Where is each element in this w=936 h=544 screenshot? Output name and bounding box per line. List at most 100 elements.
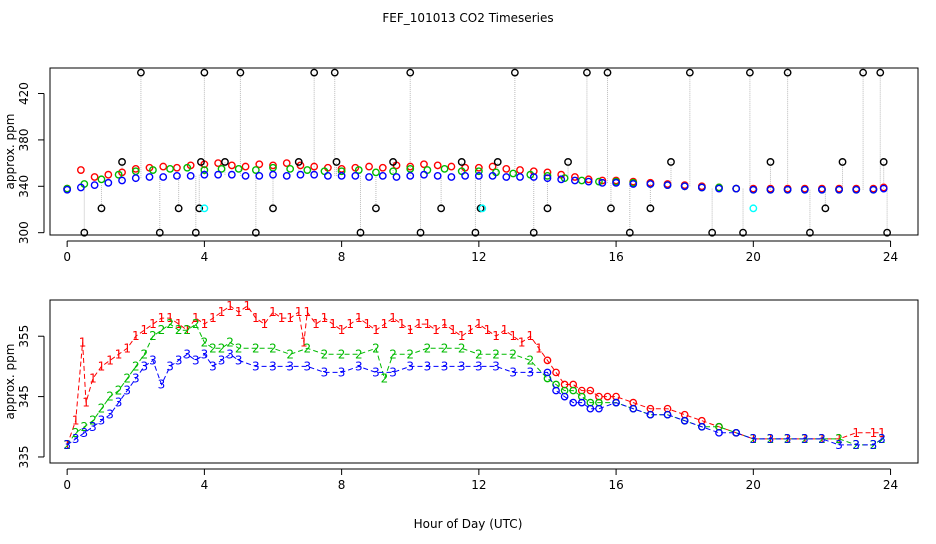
data-point bbox=[629, 180, 638, 188]
data-point bbox=[883, 228, 892, 237]
point-label: 3 bbox=[226, 347, 234, 361]
point-label: 1 bbox=[252, 311, 260, 325]
data-point bbox=[354, 166, 363, 174]
point-label: 3 bbox=[192, 353, 200, 367]
data-point bbox=[294, 158, 303, 166]
data-point bbox=[255, 171, 264, 180]
point-label: 3 bbox=[424, 359, 432, 373]
point-label: 3 bbox=[89, 420, 97, 434]
point-label: 1 bbox=[818, 432, 826, 446]
data-point bbox=[698, 422, 706, 431]
point-label: 3 bbox=[235, 353, 243, 367]
point-label: 1 bbox=[300, 335, 308, 349]
point-label: 1 bbox=[98, 359, 106, 373]
point-label: 2 bbox=[183, 323, 191, 337]
data-point bbox=[583, 68, 591, 77]
data-point bbox=[214, 170, 223, 179]
data-point bbox=[372, 204, 380, 213]
point-label: 1 bbox=[381, 317, 389, 331]
point-label: 2 bbox=[835, 432, 843, 446]
data-point bbox=[221, 158, 229, 166]
data-point bbox=[195, 204, 204, 213]
series-line bbox=[66, 323, 883, 446]
point-label: 3 bbox=[801, 432, 809, 446]
point-label: 2 bbox=[355, 347, 363, 361]
data-point bbox=[351, 171, 360, 180]
point-label: 2 bbox=[158, 323, 166, 337]
point-label: 1 bbox=[398, 317, 406, 331]
x-tick-label: 12 bbox=[471, 250, 486, 264]
point-label: 1 bbox=[218, 305, 226, 319]
point-label: 1 bbox=[235, 305, 243, 319]
data-point bbox=[183, 163, 192, 172]
data-point bbox=[543, 368, 552, 377]
data-point bbox=[552, 368, 560, 377]
data-point bbox=[646, 180, 655, 188]
y-tick-label: 340 bbox=[17, 175, 31, 198]
point-label: 2 bbox=[441, 341, 449, 355]
point-label: 1 bbox=[415, 317, 423, 331]
point-label: 1 bbox=[82, 396, 90, 410]
data-point bbox=[800, 185, 809, 194]
data-point bbox=[488, 162, 497, 171]
data-point bbox=[543, 171, 552, 180]
data-point bbox=[227, 161, 236, 170]
data-point bbox=[577, 398, 586, 407]
point-label: 1 bbox=[158, 311, 166, 325]
point-label: 3 bbox=[115, 396, 123, 410]
plot-frame bbox=[49, 67, 919, 236]
data-point bbox=[603, 392, 612, 401]
data-point bbox=[200, 170, 209, 179]
x-tick-label: 20 bbox=[746, 478, 761, 492]
data-point bbox=[173, 163, 181, 172]
point-label: 3 bbox=[509, 365, 517, 379]
point-label: 2 bbox=[338, 347, 346, 361]
data-point bbox=[76, 166, 85, 174]
series-spike bbox=[80, 68, 892, 237]
data-point bbox=[502, 173, 511, 181]
data-point bbox=[471, 228, 480, 237]
data-point bbox=[227, 170, 236, 179]
data-point bbox=[595, 404, 603, 413]
data-point bbox=[646, 410, 655, 419]
x-tick-label: 12 bbox=[471, 478, 486, 492]
data-point bbox=[200, 204, 209, 213]
data-point bbox=[646, 204, 655, 213]
data-point bbox=[433, 161, 442, 170]
point-label: 2 bbox=[252, 341, 260, 355]
point-label: 3 bbox=[141, 359, 149, 373]
point-label: 1 bbox=[226, 299, 234, 313]
point-label: 1 bbox=[141, 323, 149, 337]
point-label: 2 bbox=[106, 390, 114, 404]
point-label: 1 bbox=[243, 299, 251, 313]
data-point bbox=[337, 167, 346, 176]
point-label: 2 bbox=[303, 341, 311, 355]
data-point bbox=[420, 160, 428, 169]
point-label: 3 bbox=[767, 432, 775, 446]
point-label: 1 bbox=[261, 317, 269, 331]
data-point bbox=[337, 171, 346, 180]
x-tick-label: 0 bbox=[63, 250, 71, 264]
point-label: 1 bbox=[278, 311, 286, 325]
data-point bbox=[97, 175, 106, 184]
x-axis-label: Hour of Day (UTC) bbox=[414, 517, 523, 531]
point-label: 1 bbox=[72, 414, 80, 428]
x-tick-label: 24 bbox=[883, 478, 898, 492]
point-label: 3 bbox=[149, 353, 157, 367]
point-label: 2 bbox=[115, 384, 123, 398]
data-point bbox=[516, 173, 524, 181]
data-point bbox=[557, 175, 566, 184]
point-label: 2 bbox=[192, 317, 200, 331]
point-label: 2 bbox=[509, 347, 517, 361]
data-point bbox=[186, 171, 195, 180]
data-point bbox=[818, 185, 826, 194]
data-point bbox=[97, 204, 106, 213]
point-label: 1 bbox=[338, 323, 346, 337]
data-point bbox=[420, 170, 428, 179]
data-point bbox=[739, 228, 747, 237]
data-point bbox=[447, 162, 456, 171]
point-label: 3 bbox=[269, 359, 277, 373]
x-tick-label: 0 bbox=[63, 478, 71, 492]
point-label: 1 bbox=[201, 317, 209, 331]
data-point bbox=[200, 166, 209, 174]
